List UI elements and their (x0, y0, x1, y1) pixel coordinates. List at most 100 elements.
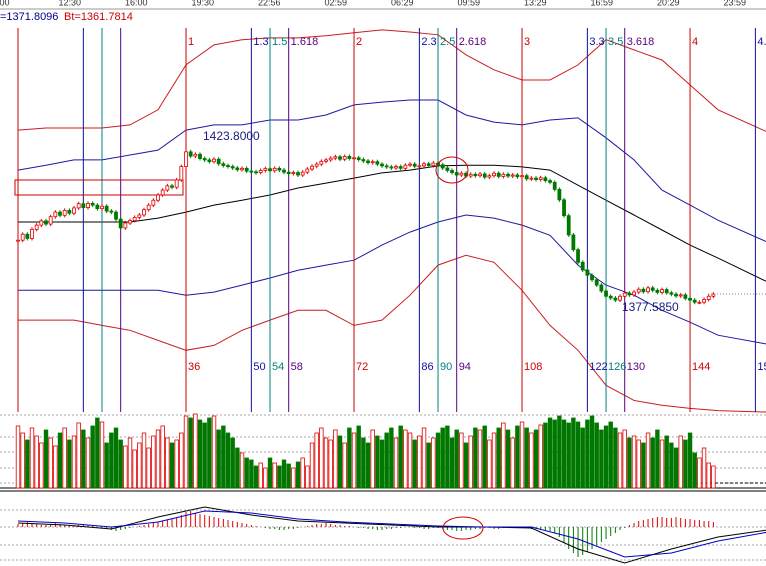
candle (408, 163, 412, 166)
candle (212, 158, 216, 163)
candle (137, 214, 142, 218)
time-label: 13:29 (524, 0, 547, 7)
volume-bar (141, 432, 147, 489)
candle (156, 194, 160, 201)
candle (193, 153, 198, 157)
candle (646, 287, 650, 293)
candle (272, 167, 277, 172)
volume-bar (43, 429, 49, 489)
candle (370, 161, 375, 164)
candle (67, 209, 72, 214)
candle (286, 171, 291, 174)
candle (319, 160, 324, 165)
volume-bar (244, 457, 249, 489)
volume-bar (95, 417, 100, 489)
volume-bar (664, 435, 669, 489)
candle (310, 165, 314, 170)
macd-line (17, 510, 766, 558)
candle (566, 215, 571, 236)
volume-bar (235, 447, 240, 489)
candle (585, 269, 590, 276)
volume-bar (123, 445, 128, 489)
candle (174, 179, 179, 188)
volume-bar (673, 447, 679, 489)
cycle-top-label: 1.3 (253, 36, 268, 48)
candle (291, 172, 296, 174)
time-label: 9:00 (0, 0, 10, 7)
candle (412, 163, 417, 167)
volume-bar (337, 435, 343, 489)
volume-bar (221, 425, 226, 489)
volume-bar (692, 452, 697, 489)
volume-bar (585, 419, 590, 489)
volume-bar (417, 435, 422, 489)
volume-bar (347, 427, 352, 489)
candle (314, 163, 319, 167)
volume-bar (118, 439, 123, 489)
cycle-bar-label: 86 (421, 361, 433, 373)
volume-bar (533, 429, 539, 489)
candle (20, 233, 25, 241)
candle (627, 292, 632, 296)
volume-bar (393, 437, 399, 489)
time-label: 12:30 (59, 0, 82, 7)
candle (48, 216, 53, 225)
cycle-top-label: 4.1 (757, 36, 766, 48)
volume-bar (253, 465, 259, 489)
candle (34, 224, 39, 230)
candle (389, 166, 394, 169)
candle (328, 157, 333, 161)
candle (53, 211, 58, 218)
volume-bar (48, 437, 53, 489)
cycle-bar-label: 158 (757, 361, 766, 373)
candle (660, 289, 664, 293)
volume-bar (636, 439, 641, 489)
candle (454, 172, 459, 176)
cycle-top-label: 1 (188, 36, 194, 48)
candle (305, 168, 310, 173)
candle (249, 170, 254, 173)
volume-bar (482, 425, 487, 489)
candle (198, 153, 202, 159)
candle (692, 299, 697, 303)
volume-bar (230, 437, 235, 489)
candle (296, 172, 300, 176)
cycle-bar-label: 126 (608, 361, 626, 373)
volume-bar (365, 442, 371, 489)
candle (440, 164, 445, 169)
time-label: 06:29 (391, 0, 414, 7)
candle (501, 173, 506, 177)
cycle-top-label: 1.618 (291, 36, 319, 48)
candle (76, 203, 81, 209)
volume-bar (146, 447, 151, 489)
volume-bar (547, 417, 553, 489)
volume-bar (552, 419, 557, 489)
volume-bar (104, 442, 109, 489)
volume-bar (25, 439, 30, 489)
volume-bar (323, 437, 329, 489)
volume-bar (435, 432, 441, 489)
candle (562, 199, 566, 217)
highlight-circle (442, 516, 484, 540)
volume-bar (165, 437, 170, 489)
candle (151, 199, 156, 206)
candle (207, 159, 212, 163)
volume-bar (286, 463, 291, 489)
candle (398, 166, 403, 169)
volume-bar (431, 437, 436, 489)
candle (16, 239, 20, 242)
volume-bar (459, 432, 464, 489)
candle (426, 163, 431, 166)
candle (58, 211, 62, 216)
volume-bar (683, 439, 688, 489)
candle (711, 293, 716, 297)
candle (216, 158, 221, 165)
band-line (18, 214, 766, 345)
candle (506, 173, 510, 177)
cycle-top-label: 3.618 (627, 36, 655, 48)
candle (618, 295, 622, 301)
candle (62, 209, 67, 216)
volume-bar (34, 435, 39, 489)
band-line (18, 164, 766, 282)
candle (114, 211, 118, 220)
